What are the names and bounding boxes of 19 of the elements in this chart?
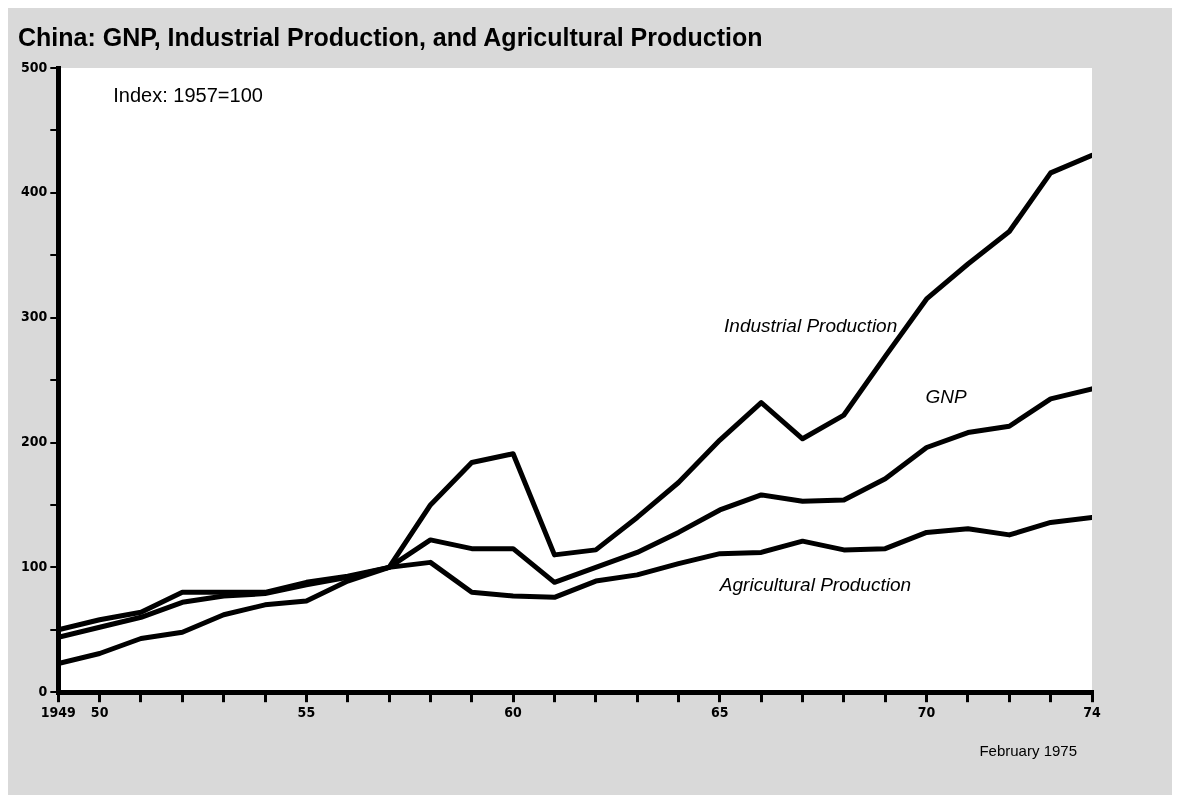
series-label: GNP [925, 385, 967, 407]
x-tick-label: 70 [917, 704, 936, 721]
y-tick-label: 200 [20, 433, 48, 450]
x-tick-label: 65 [711, 704, 729, 721]
chart-title: China: GNP, Industrial Production, and Agricultural Production [18, 22, 763, 51]
x-tick-label: 74 [1083, 704, 1101, 721]
text: February 1975 [979, 742, 1077, 760]
y-tick-label: 500 [20, 58, 48, 75]
y-tick-label: 300 [20, 308, 48, 325]
series-label: Industrial Production [724, 314, 898, 336]
x-tick-label: 60 [504, 704, 523, 721]
x-tick-label: 50 [90, 704, 109, 721]
x-tick-label: 55 [297, 704, 316, 721]
y-tick-label: 100 [20, 558, 48, 574]
x-tick-label: 1949 [40, 704, 76, 721]
y-tick-label: 0 [38, 682, 48, 699]
series-label: Agricultural Production [718, 573, 912, 595]
y-tick-label: 400 [20, 183, 48, 200]
annotation: Index: 1957=100 [113, 83, 263, 106]
